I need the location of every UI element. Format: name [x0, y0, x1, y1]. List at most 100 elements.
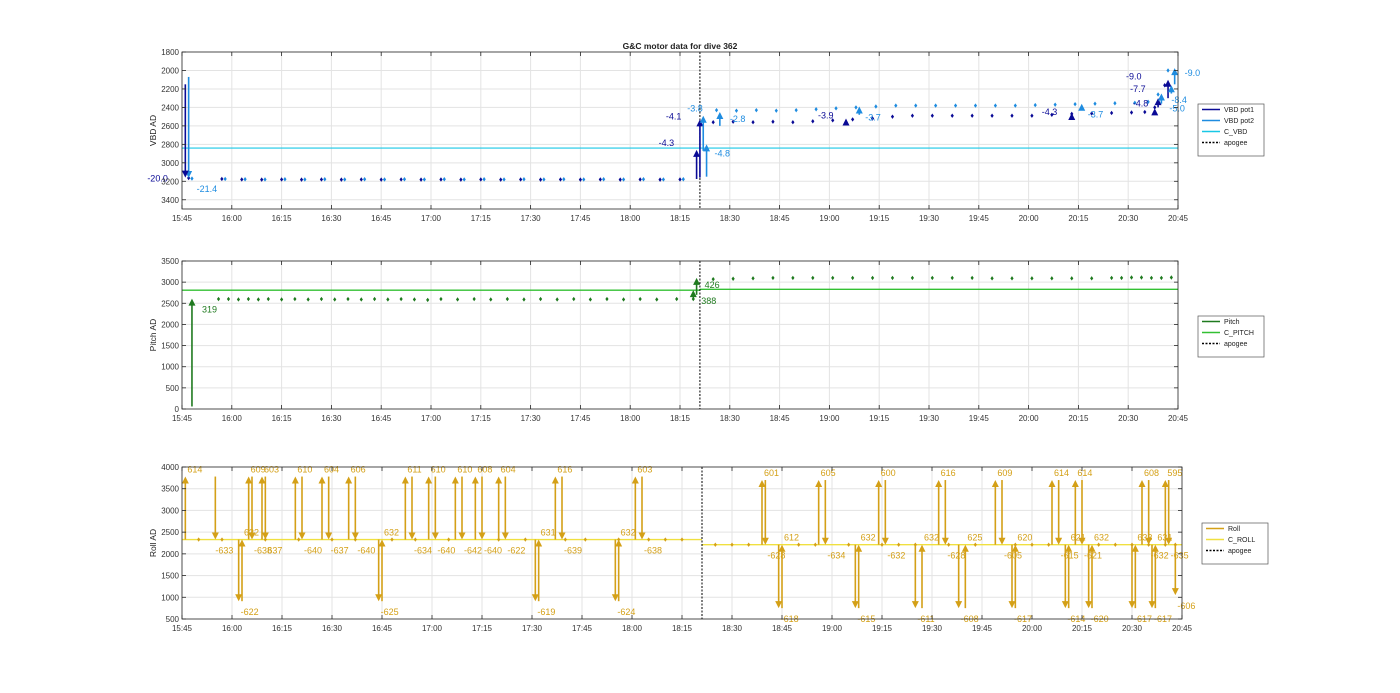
arrow-head — [703, 144, 711, 152]
data-point — [419, 177, 423, 182]
data-point — [847, 542, 851, 547]
data-point — [621, 297, 626, 302]
arrow-head — [855, 544, 863, 552]
arrow-head — [1154, 98, 1162, 106]
x-tick-label: 18:15 — [670, 214, 691, 223]
arrow-label: -632 — [1151, 551, 1169, 561]
arrow-label: -4.3 — [659, 138, 675, 148]
arrow-head — [699, 115, 707, 123]
arrow-label: -9.0 — [1185, 68, 1201, 78]
arrow-label: 601 — [764, 468, 779, 478]
data-point — [771, 275, 775, 281]
data-point — [894, 103, 898, 108]
data-point — [663, 537, 667, 542]
legend-entry: C_PITCH — [1224, 330, 1254, 337]
data-point — [499, 177, 503, 182]
arrow-label: 604 — [324, 465, 339, 475]
data-point — [680, 537, 684, 542]
data-point — [226, 296, 231, 302]
legend-entry: VBD pot2 — [1224, 118, 1254, 125]
data-point — [502, 177, 506, 182]
data-point — [880, 542, 884, 547]
arrow-head — [188, 298, 196, 306]
arrow-head — [258, 476, 266, 484]
data-point — [1050, 276, 1054, 281]
arrow-head — [696, 119, 704, 127]
y-tick-label: 0 — [175, 405, 180, 414]
data-point — [538, 177, 543, 182]
arrow-head — [235, 594, 243, 602]
data-point — [834, 106, 838, 111]
y-tick-label: 3000 — [161, 506, 179, 515]
arrow-head — [318, 476, 326, 484]
arrow-label: 606 — [351, 465, 366, 475]
arrow-label: -628 — [947, 551, 965, 561]
data-point — [359, 177, 363, 182]
arrow-label: -640 — [304, 546, 322, 556]
data-point — [870, 116, 875, 121]
arrow-label: -20.0 — [147, 174, 168, 184]
y-tick-label: 2800 — [161, 140, 179, 149]
arrow-head — [325, 532, 333, 540]
x-tick-label: 17:15 — [471, 214, 492, 223]
data-point — [1013, 103, 1017, 108]
y-tick-label: 1800 — [161, 48, 179, 57]
x-tick-label: 20:30 — [1118, 214, 1139, 223]
x-tick-label: 20:15 — [1072, 624, 1093, 633]
y-axis-label: Roll AD — [148, 529, 158, 557]
data-point — [223, 176, 227, 182]
data-point — [617, 537, 621, 542]
arrow-label: 632 — [1094, 533, 1109, 543]
data-point — [1113, 542, 1117, 547]
x-tick-label: 19:15 — [869, 214, 890, 223]
data-point — [658, 177, 662, 182]
arrow-head — [181, 476, 189, 484]
data-point — [343, 177, 347, 182]
data-point — [339, 177, 343, 182]
arrow-head — [991, 480, 999, 488]
chart-roll: 614 -633 -622 632 609 -638 603 637 610 -640 604 -63… — [148, 463, 1269, 633]
data-point — [794, 107, 798, 113]
data-point — [558, 177, 563, 182]
arrow-label: -628 — [767, 551, 785, 561]
x-tick-label: 19:45 — [972, 624, 993, 633]
arrow-label: -8.4 — [1171, 95, 1187, 105]
arrow-head — [558, 532, 566, 540]
arrow-head — [431, 532, 439, 540]
x-tick-label: 16:30 — [321, 214, 342, 223]
arrow-head — [425, 476, 433, 484]
data-point — [638, 296, 642, 302]
data-point — [542, 177, 546, 182]
arrow-label: 319 — [202, 305, 217, 315]
arrow-label: -640 — [357, 546, 375, 556]
data-point — [953, 103, 958, 108]
arrow-head — [761, 537, 769, 545]
legend-entry: apogee — [1224, 140, 1247, 147]
data-point — [973, 542, 977, 547]
data-point — [598, 177, 602, 182]
data-point — [1149, 275, 1154, 281]
data-point — [459, 177, 463, 182]
arrow-head — [1165, 537, 1173, 545]
data-point — [1097, 542, 1101, 547]
y-tick-label: 2400 — [161, 103, 179, 112]
arrow-head — [351, 532, 359, 540]
arrow-label: 426 — [705, 280, 720, 290]
data-point — [638, 177, 642, 182]
arrow-head — [955, 601, 963, 609]
x-tick-label: 15:45 — [172, 414, 193, 423]
arrow-head — [298, 532, 306, 540]
figure-title: G&C motor data for dive 362 — [623, 41, 738, 51]
data-point — [811, 275, 815, 281]
x-tick-label: 15:45 — [172, 624, 193, 633]
arrow-head — [378, 539, 386, 547]
arrow-head — [1138, 480, 1146, 488]
data-point — [319, 296, 324, 302]
data-point — [678, 177, 682, 182]
data-point — [1153, 105, 1157, 110]
x-tick-label: 20:00 — [1019, 414, 1040, 423]
x-tick-label: 18:45 — [770, 214, 791, 223]
arrow-label: 614 — [1054, 468, 1069, 478]
